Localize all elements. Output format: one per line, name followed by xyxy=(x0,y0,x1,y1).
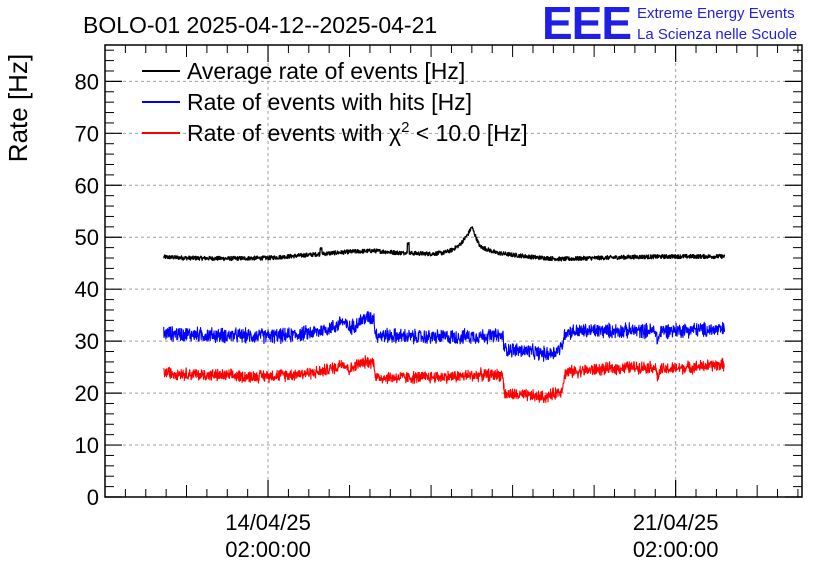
series-average-rate xyxy=(163,226,726,262)
y-tick-label: 0 xyxy=(87,485,99,510)
y-tick-label: 80 xyxy=(75,69,99,94)
x-tick-label-time: 02:00:00 xyxy=(633,537,719,562)
plot-frame xyxy=(104,44,803,498)
y-tick-label: 10 xyxy=(75,433,99,458)
y-tick-label: 50 xyxy=(75,225,99,250)
chart-title: BOLO-01 2025-04-12--2025-04-21 xyxy=(83,12,437,38)
axes xyxy=(104,44,803,498)
y-axis-label: Rate [Hz] xyxy=(3,54,33,162)
y-tick-label: 60 xyxy=(75,173,99,198)
x-tick-label-date: 21/04/25 xyxy=(633,510,719,535)
tick-labels: 0102030405060708014/04/2502:00:0021/04/2… xyxy=(75,69,719,562)
series-rate-chi2 xyxy=(163,355,725,404)
legend-label-average: Average rate of events [Hz] xyxy=(187,58,465,84)
eee-logo-line2: La Scienza nelle Scuole xyxy=(637,26,797,43)
y-tick-label: 30 xyxy=(75,329,99,354)
series-rate-with-hits xyxy=(163,311,726,362)
eee-logo-mark: EEE xyxy=(542,0,631,49)
y-tick-label: 20 xyxy=(75,381,99,406)
y-tick-label: 70 xyxy=(75,121,99,146)
legend-label-chi2: Rate of events with χ2 < 10.0 [Hz] xyxy=(187,119,528,146)
legend: Average rate of events [Hz] Rate of even… xyxy=(142,58,528,146)
y-tick-label: 40 xyxy=(75,277,99,302)
x-tick-label-time: 02:00:00 xyxy=(225,537,311,562)
series-group xyxy=(163,226,726,404)
eee-logo: EEE Extreme Energy Events La Scienza nel… xyxy=(542,0,797,49)
x-tick-label-date: 14/04/25 xyxy=(225,510,311,535)
eee-logo-line1: Extreme Energy Events xyxy=(637,5,795,22)
legend-label-hits: Rate of events with hits [Hz] xyxy=(187,89,472,115)
